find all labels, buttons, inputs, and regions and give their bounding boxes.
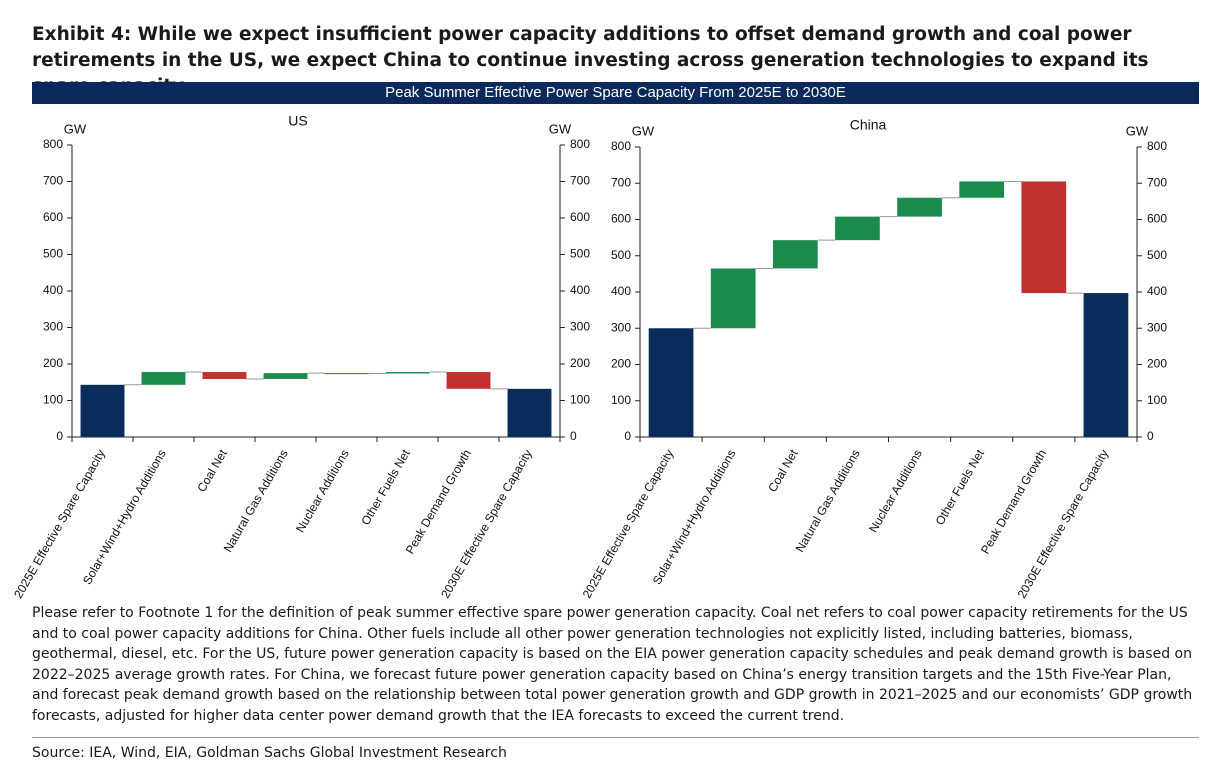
chart-title: US xyxy=(288,113,307,129)
y-tick-label: 600 xyxy=(43,210,63,224)
bar xyxy=(835,216,880,241)
y2-tick-label: 100 xyxy=(570,393,590,407)
y2-tick-label: 0 xyxy=(1147,429,1154,443)
x-tick-label: Peak Demand Growth xyxy=(403,447,474,556)
y2-axis-label: GW xyxy=(1126,123,1149,138)
bar xyxy=(80,384,125,437)
y-tick-label: 500 xyxy=(43,247,63,261)
y-tick-label: 600 xyxy=(611,212,631,226)
y2-tick-label: 400 xyxy=(570,283,590,297)
y-axis-label: GW xyxy=(64,121,87,136)
bar xyxy=(385,372,430,374)
x-tick-label: Coal Net xyxy=(765,447,801,495)
chart-title: China xyxy=(850,117,887,133)
rule xyxy=(32,737,1199,738)
y-tick-label: 0 xyxy=(56,429,63,443)
y2-tick-label: 700 xyxy=(570,174,590,188)
bar xyxy=(959,181,1005,198)
source: Source: IEA, Wind, EIA, Goldman Sachs Gl… xyxy=(32,745,507,761)
x-tick-label: Nuclear Additions xyxy=(866,447,925,535)
x-tick-label: Other Fuels Net xyxy=(358,447,413,528)
x-tick-label: Other Fuels Net xyxy=(933,447,988,528)
bar xyxy=(141,372,186,385)
y2-tick-label: 800 xyxy=(1147,139,1167,153)
x-tick-label: Nuclear Additions xyxy=(293,447,352,535)
bar xyxy=(772,240,818,269)
x-tick-label: Natural Gas Additions xyxy=(793,447,863,555)
bar xyxy=(648,328,694,437)
y2-tick-label: 500 xyxy=(570,247,590,261)
bar xyxy=(263,373,308,379)
banner: Peak Summer Effective Power Spare Capaci… xyxy=(32,82,1199,104)
y2-tick-label: 300 xyxy=(570,320,590,334)
y2-tick-label: 300 xyxy=(1147,320,1167,334)
y2-tick-label: 800 xyxy=(570,137,590,151)
y-tick-label: 200 xyxy=(43,356,63,370)
y2-tick-label: 500 xyxy=(1147,248,1167,262)
x-tick-label: Peak Demand Growth xyxy=(978,447,1049,556)
y-tick-label: 700 xyxy=(43,174,63,188)
bar xyxy=(897,197,942,217)
y-tick-label: 300 xyxy=(43,320,63,334)
y-tick-label: 100 xyxy=(611,393,631,407)
y-tick-label: 800 xyxy=(611,139,631,153)
y-tick-label: 700 xyxy=(611,175,631,189)
y-tick-label: 0 xyxy=(624,429,631,443)
y-tick-label: 400 xyxy=(611,284,631,298)
y-tick-label: 800 xyxy=(43,137,63,151)
x-tick-label: Natural Gas Additions xyxy=(221,447,291,555)
y-tick-label: 200 xyxy=(611,357,631,371)
bar xyxy=(710,268,756,329)
y2-tick-label: 700 xyxy=(1147,175,1167,189)
y2-tick-label: 200 xyxy=(1147,357,1167,371)
charts: US GW GW 0 100 200 300 400 500 600 700 800 0 100 200 30… xyxy=(11,113,1167,600)
y2-axis-label: GW xyxy=(549,121,572,136)
y-tick-label: 400 xyxy=(43,283,63,297)
y-axis-label: GW xyxy=(632,123,655,138)
y2-tick-label: 200 xyxy=(570,356,590,370)
bar xyxy=(446,372,491,389)
y-tick-label: 300 xyxy=(611,320,631,334)
bar xyxy=(202,372,247,379)
y2-tick-label: 400 xyxy=(1147,284,1167,298)
bar xyxy=(1083,293,1129,437)
y2-tick-label: 600 xyxy=(570,210,590,224)
y2-tick-label: 0 xyxy=(570,429,577,443)
footnote: Please refer to Footnote 1 for the defin… xyxy=(32,605,1193,724)
bar xyxy=(507,388,552,437)
y-tick-label: 500 xyxy=(611,248,631,262)
bar xyxy=(1021,181,1067,294)
x-tick-label: Coal Net xyxy=(194,447,230,495)
y2-tick-label: 100 xyxy=(1147,393,1167,407)
y2-tick-label: 600 xyxy=(1147,212,1167,226)
bar xyxy=(324,373,369,375)
y-tick-label: 100 xyxy=(43,393,63,407)
